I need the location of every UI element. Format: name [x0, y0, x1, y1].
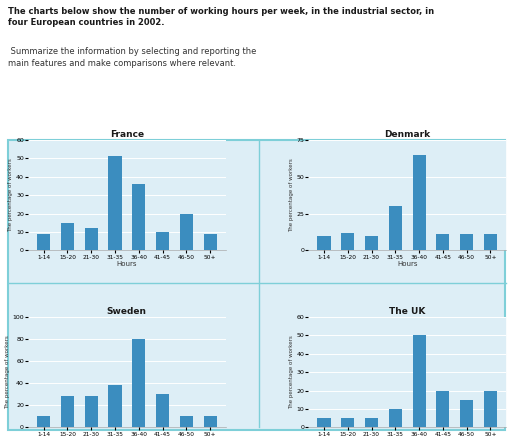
Bar: [413, 155, 425, 250]
Bar: [436, 234, 450, 250]
Bar: [389, 206, 402, 250]
Bar: [203, 416, 217, 427]
Text: The charts below show the number of working hours per week, in the industrial se: The charts below show the number of work…: [8, 7, 434, 28]
X-axis label: Hours: Hours: [397, 261, 417, 267]
Bar: [109, 156, 121, 250]
Bar: [460, 400, 473, 427]
Title: The UK: The UK: [389, 307, 425, 316]
Y-axis label: The percentage of workers: The percentage of workers: [8, 158, 13, 232]
Bar: [203, 234, 217, 250]
Bar: [61, 223, 74, 250]
Bar: [484, 391, 497, 427]
Title: France: France: [110, 130, 144, 139]
Bar: [61, 396, 74, 427]
Bar: [180, 214, 193, 250]
Bar: [37, 416, 50, 427]
Bar: [84, 228, 98, 250]
Bar: [84, 396, 98, 427]
Bar: [156, 232, 169, 250]
Y-axis label: The percentage of workers: The percentage of workers: [289, 335, 294, 409]
Bar: [341, 418, 354, 427]
Y-axis label: The percentage of workers: The percentage of workers: [289, 158, 294, 232]
Bar: [460, 234, 473, 250]
Title: Denmark: Denmark: [384, 130, 430, 139]
Bar: [317, 236, 331, 250]
Text: Summarize the information by selecting and reporting the
main features and make : Summarize the information by selecting a…: [8, 47, 256, 68]
Bar: [180, 416, 193, 427]
Bar: [389, 409, 402, 427]
Bar: [132, 339, 145, 427]
Bar: [37, 234, 50, 250]
Bar: [317, 418, 331, 427]
Bar: [109, 385, 121, 427]
Bar: [156, 394, 169, 427]
Y-axis label: The percentage of workers: The percentage of workers: [5, 335, 10, 409]
X-axis label: Hours: Hours: [117, 261, 137, 267]
Bar: [436, 391, 450, 427]
Bar: [365, 418, 378, 427]
Bar: [484, 234, 497, 250]
Bar: [365, 236, 378, 250]
Title: Sweden: Sweden: [107, 307, 147, 316]
Bar: [413, 335, 425, 427]
Bar: [341, 233, 354, 250]
Bar: [132, 184, 145, 250]
